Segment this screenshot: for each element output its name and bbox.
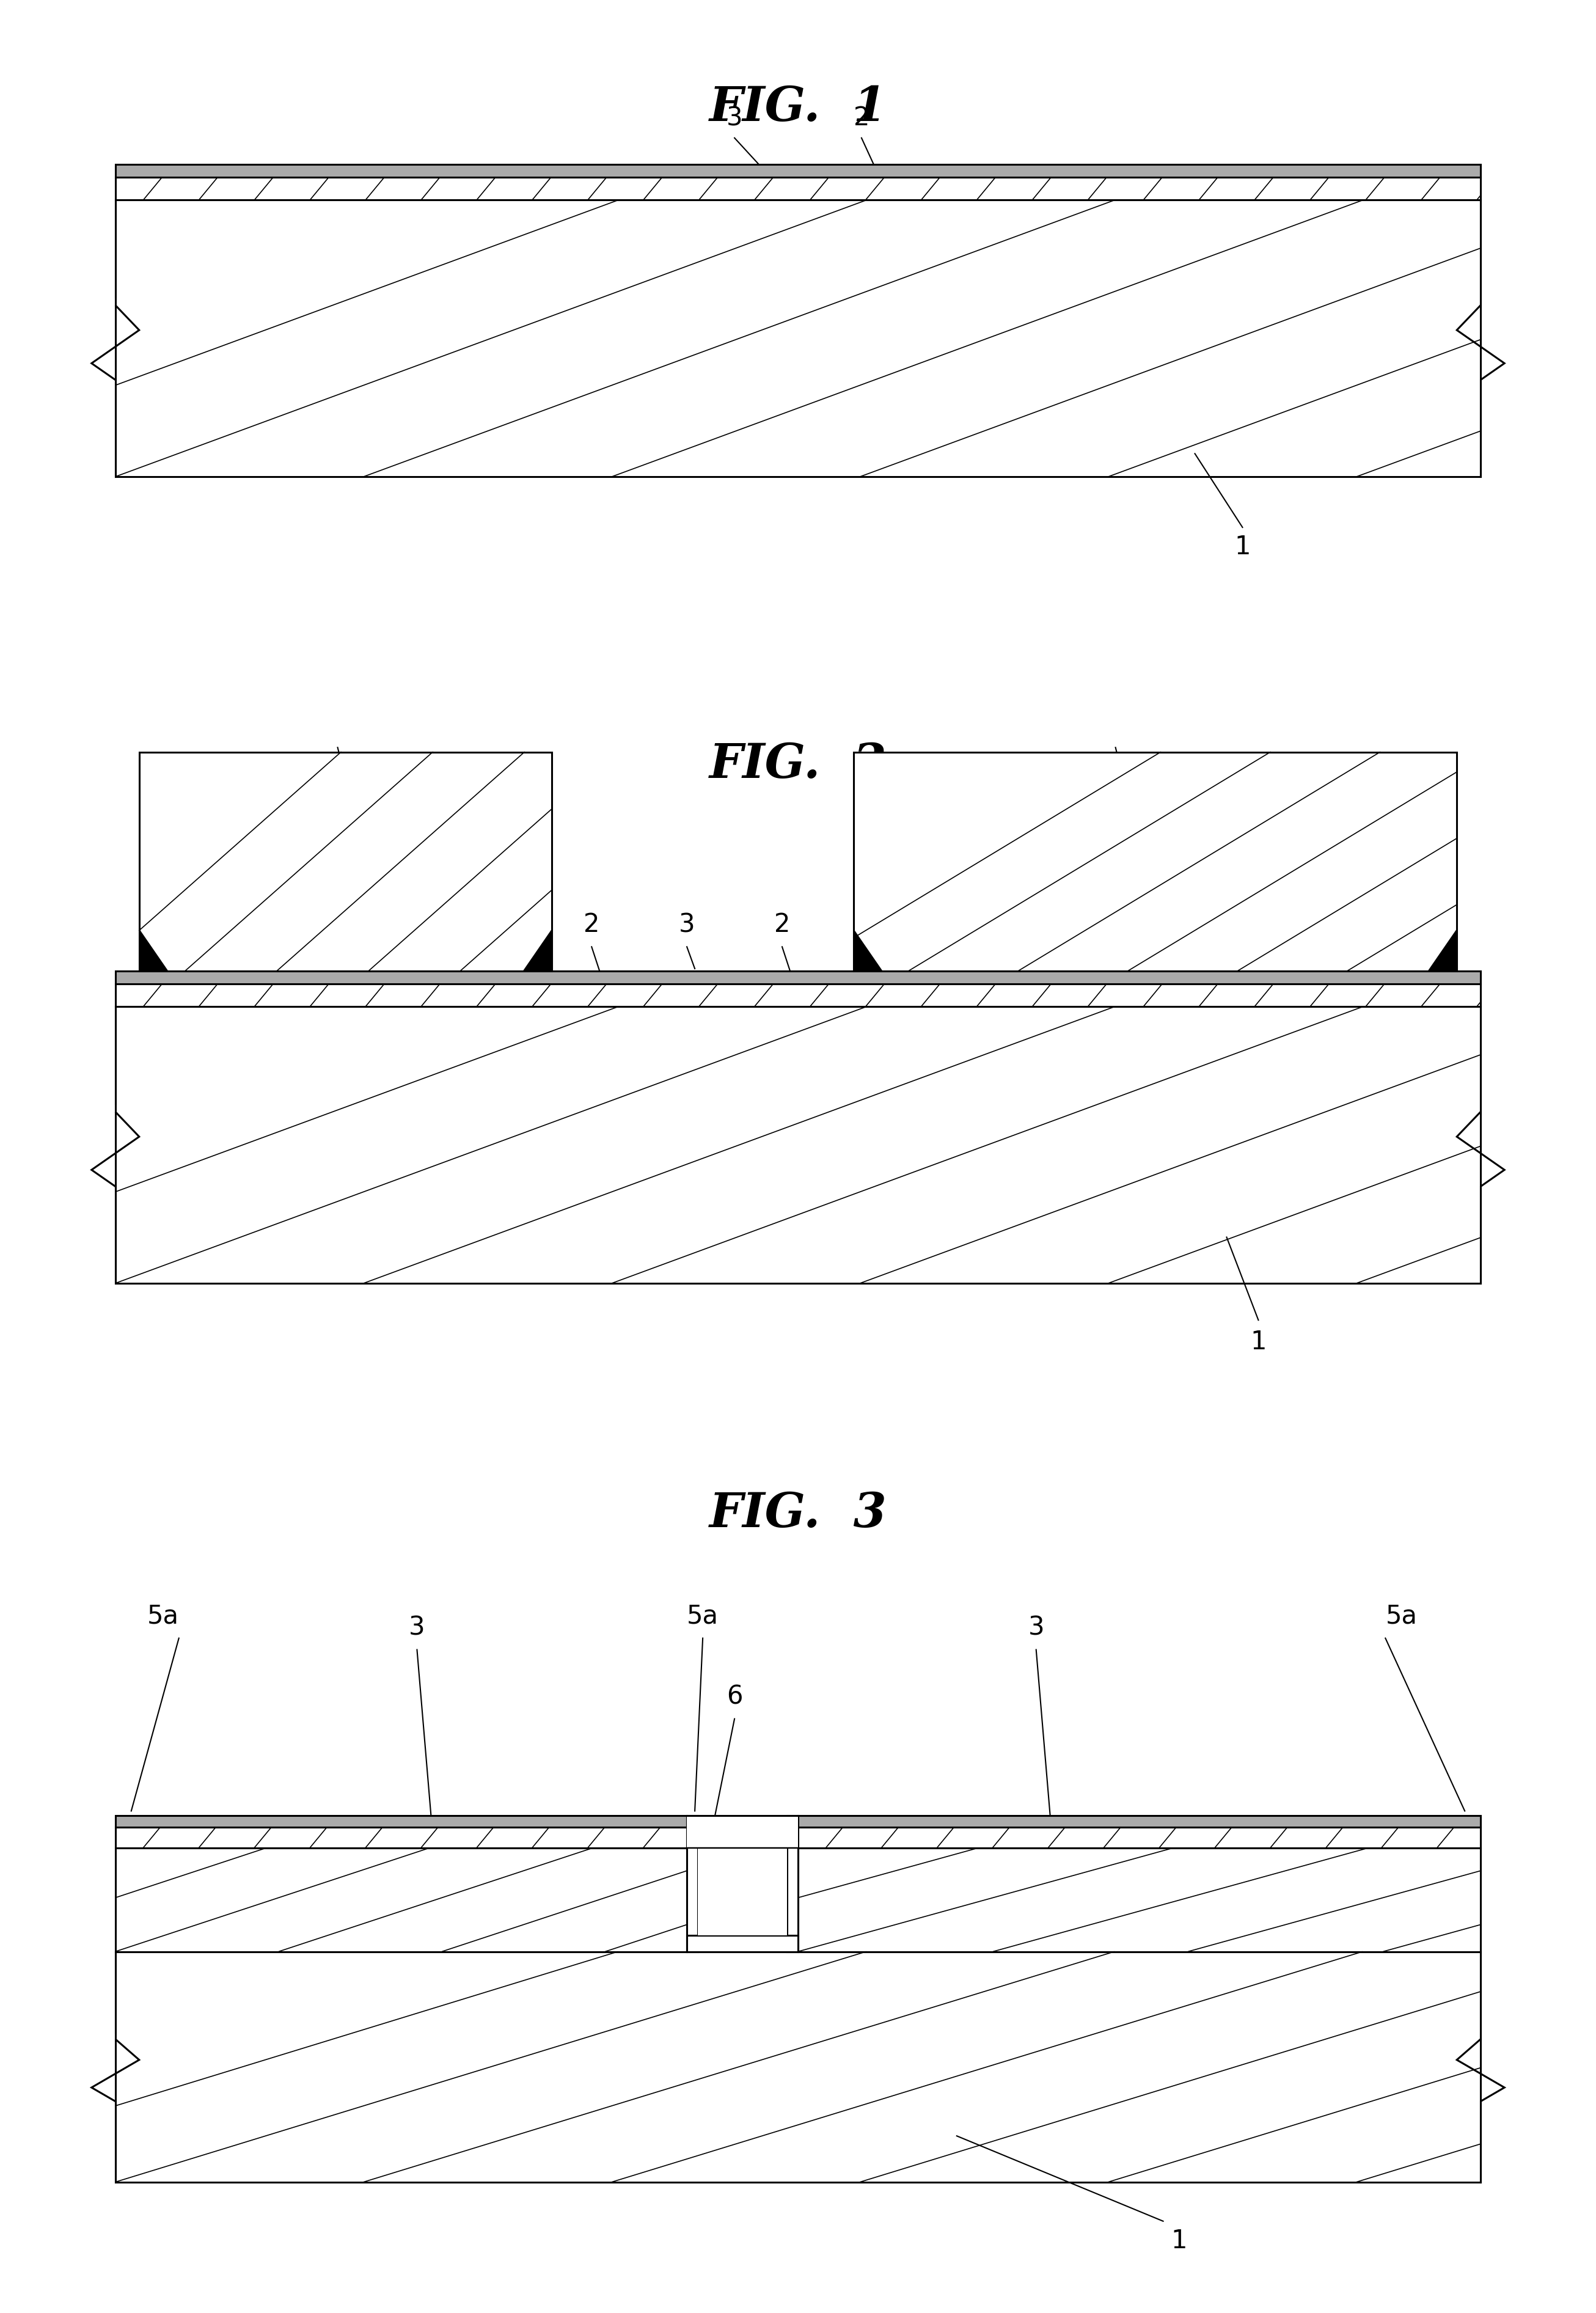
Polygon shape	[1428, 930, 1457, 971]
Text: 1: 1	[1171, 2227, 1187, 2253]
Text: 1: 1	[1250, 1330, 1267, 1355]
Polygon shape	[115, 178, 1481, 201]
Polygon shape	[787, 1816, 798, 1952]
Polygon shape	[139, 930, 168, 971]
Polygon shape	[115, 983, 1481, 1006]
Text: FIG.  2: FIG. 2	[709, 742, 887, 789]
Polygon shape	[798, 1816, 1481, 1827]
Polygon shape	[697, 1848, 787, 1936]
Text: 4: 4	[345, 773, 362, 800]
Polygon shape	[523, 930, 552, 971]
Text: 5a: 5a	[1385, 1603, 1417, 1628]
Polygon shape	[115, 1827, 686, 1848]
Text: 3: 3	[409, 1614, 425, 1640]
Polygon shape	[686, 1816, 697, 1952]
Polygon shape	[798, 1827, 1481, 1848]
Text: 4: 4	[1124, 773, 1140, 800]
Polygon shape	[115, 1816, 686, 1827]
Polygon shape	[115, 164, 1481, 178]
Text: 2: 2	[584, 911, 600, 937]
Polygon shape	[139, 752, 552, 971]
Text: 5a: 5a	[686, 1603, 718, 1628]
Polygon shape	[115, 201, 1481, 476]
Polygon shape	[115, 1848, 686, 1952]
Polygon shape	[686, 1936, 798, 1952]
Polygon shape	[115, 1952, 1481, 2181]
Polygon shape	[798, 1848, 1481, 1952]
Polygon shape	[115, 971, 1481, 983]
Text: FIG.  3: FIG. 3	[709, 1490, 887, 1538]
Polygon shape	[686, 1816, 798, 1848]
Polygon shape	[115, 1006, 1481, 1284]
Text: 3: 3	[678, 911, 694, 937]
Text: 2: 2	[854, 106, 870, 132]
Text: 3: 3	[1028, 1614, 1044, 1640]
Polygon shape	[854, 752, 1457, 971]
Text: 5a: 5a	[147, 1603, 179, 1628]
Text: FIG.  1: FIG. 1	[709, 86, 887, 132]
Text: 1: 1	[1234, 534, 1251, 560]
Text: 3: 3	[870, 911, 886, 937]
Text: 6: 6	[726, 1684, 742, 1709]
Text: 3: 3	[726, 106, 742, 132]
Polygon shape	[854, 930, 883, 971]
Text: 2: 2	[774, 911, 790, 937]
